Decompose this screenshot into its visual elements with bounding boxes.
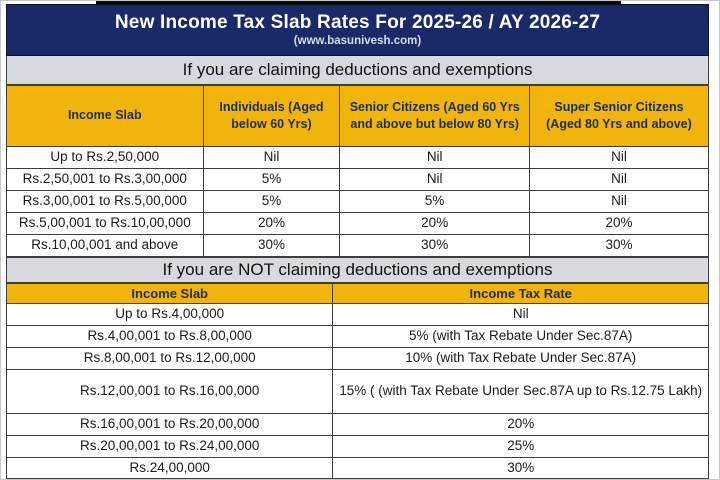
income-slab-cell: Rs.12,00,001 to Rs.16,00,000 [5, 369, 334, 414]
table-row: Rs.20,00,001 to Rs.24,00,000 25% [5, 435, 709, 458]
table-row: Rs.4,00,001 to Rs.8,00,000 5% (with Tax … [5, 325, 709, 348]
rate-cell: 10% (with Tax Rebate Under Sec.87A) [332, 347, 709, 370]
rate-cell: 5% (with Tax Rebate Under Sec.87A) [332, 325, 709, 348]
rate-cell: 20% [528, 212, 710, 235]
income-slab-cell: Rs.4,00,001 to Rs.8,00,000 [5, 325, 334, 348]
table-row: Up to Rs.4,00,000 Nil [5, 303, 709, 326]
deductions-header-row: Income Slab Individuals (Aged below 60 Y… [6, 85, 710, 147]
title-banner: New Income Tax Slab Rates For 2025-26 / … [6, 4, 709, 56]
income-slab-cell: Rs.3,00,001 to Rs.5,00,000 [6, 190, 204, 213]
income-slab-cell: Up to Rs.4,00,000 [5, 303, 334, 326]
income-slab-cell: Rs.16,00,001 to Rs.20,00,000 [5, 413, 334, 436]
section-banner-no-deductions: If you are NOT claiming deductions and e… [6, 257, 709, 283]
income-slab-cell: Up to Rs.2,50,000 [6, 146, 204, 169]
rate-cell: 30% [339, 234, 530, 257]
column-header-individuals: Individuals (Aged below 60 Yrs) [202, 85, 341, 147]
section-banner-deductions: If you are claiming deductions and exemp… [6, 56, 709, 85]
table-row: Rs.8,00,001 to Rs.12,00,000 10% (with Ta… [5, 347, 709, 370]
table-row: Rs.2,50,001 to Rs.3,00,000 5% Nil Nil [6, 168, 710, 191]
rate-cell: Nil [339, 168, 530, 191]
rate-cell: 5% [339, 190, 530, 213]
income-slab-cell: Rs.24,00,000 [5, 456, 334, 479]
table-row: Up to Rs.2,50,000 Nil Nil Nil [6, 146, 710, 169]
column-header-income-slab: Income Slab [6, 85, 204, 147]
table-row: Rs.10,00,001 and above 30% 30% 30% [6, 234, 710, 257]
rate-cell: Nil [528, 168, 710, 191]
column-header-income-tax-rate: Income Tax Rate [332, 283, 709, 304]
income-slab-cell: Rs.20,00,001 to Rs.24,00,000 [5, 435, 334, 458]
rate-cell: 15% ( (with Tax Rebate Under Sec.87A up … [332, 369, 709, 414]
table-row: Rs.3,00,001 to Rs.5,00,000 5% 5% Nil [6, 190, 710, 213]
income-slab-cell: Rs.10,00,001 and above [6, 234, 204, 257]
top-edge-bar [96, 1, 621, 5]
rate-cell: 30% [528, 234, 710, 257]
rate-cell: Nil [332, 303, 709, 326]
rate-cell: 20% [339, 212, 530, 235]
page-title: New Income Tax Slab Rates For 2025-26 / … [114, 11, 601, 33]
table-row: Rs.16,00,001 to Rs.20,00,000 20% [5, 413, 709, 436]
no-deductions-header-row: Income Slab Income Tax Rate [5, 283, 709, 304]
rate-cell: Nil [339, 146, 530, 169]
rate-cell: Nil [528, 190, 710, 213]
rate-cell: 25% [332, 435, 709, 458]
column-header-super-senior-citizens: Super Senior Citizens (Aged 80 Yrs and a… [528, 85, 710, 147]
income-slab-cell: Rs.8,00,001 to Rs.12,00,000 [5, 347, 334, 370]
rate-cell: 5% [202, 190, 341, 213]
rate-cell: Nil [202, 146, 341, 169]
website-url-text: (www.basunivesh.com) [293, 35, 422, 48]
no-deductions-table: Income Slab Income Tax Rate Up to Rs.4,0… [5, 283, 709, 479]
rate-cell: 30% [332, 456, 709, 479]
rate-cell: Nil [528, 146, 710, 169]
deductions-table: Income Slab Individuals (Aged below 60 Y… [6, 85, 710, 257]
income-slab-cell: Rs.5,00,001 to Rs.10,00,000 [6, 212, 204, 235]
table-row: Rs.5,00,001 to Rs.10,00,000 20% 20% 20% [6, 212, 710, 235]
table-row: Rs.24,00,000 30% [5, 456, 709, 479]
column-header-income-slab: Income Slab [5, 283, 334, 304]
rate-cell: 5% [202, 168, 341, 191]
table-row: Rs.12,00,001 to Rs.16,00,000 15% ( (with… [5, 369, 709, 414]
rate-cell: 20% [332, 413, 709, 436]
column-header-senior-citizens: Senior Citizens (Aged 60 Yrs and above b… [339, 85, 530, 147]
rate-cell: 30% [202, 234, 341, 257]
rate-cell: 20% [202, 212, 341, 235]
income-slab-cell: Rs.2,50,001 to Rs.3,00,000 [6, 168, 204, 191]
